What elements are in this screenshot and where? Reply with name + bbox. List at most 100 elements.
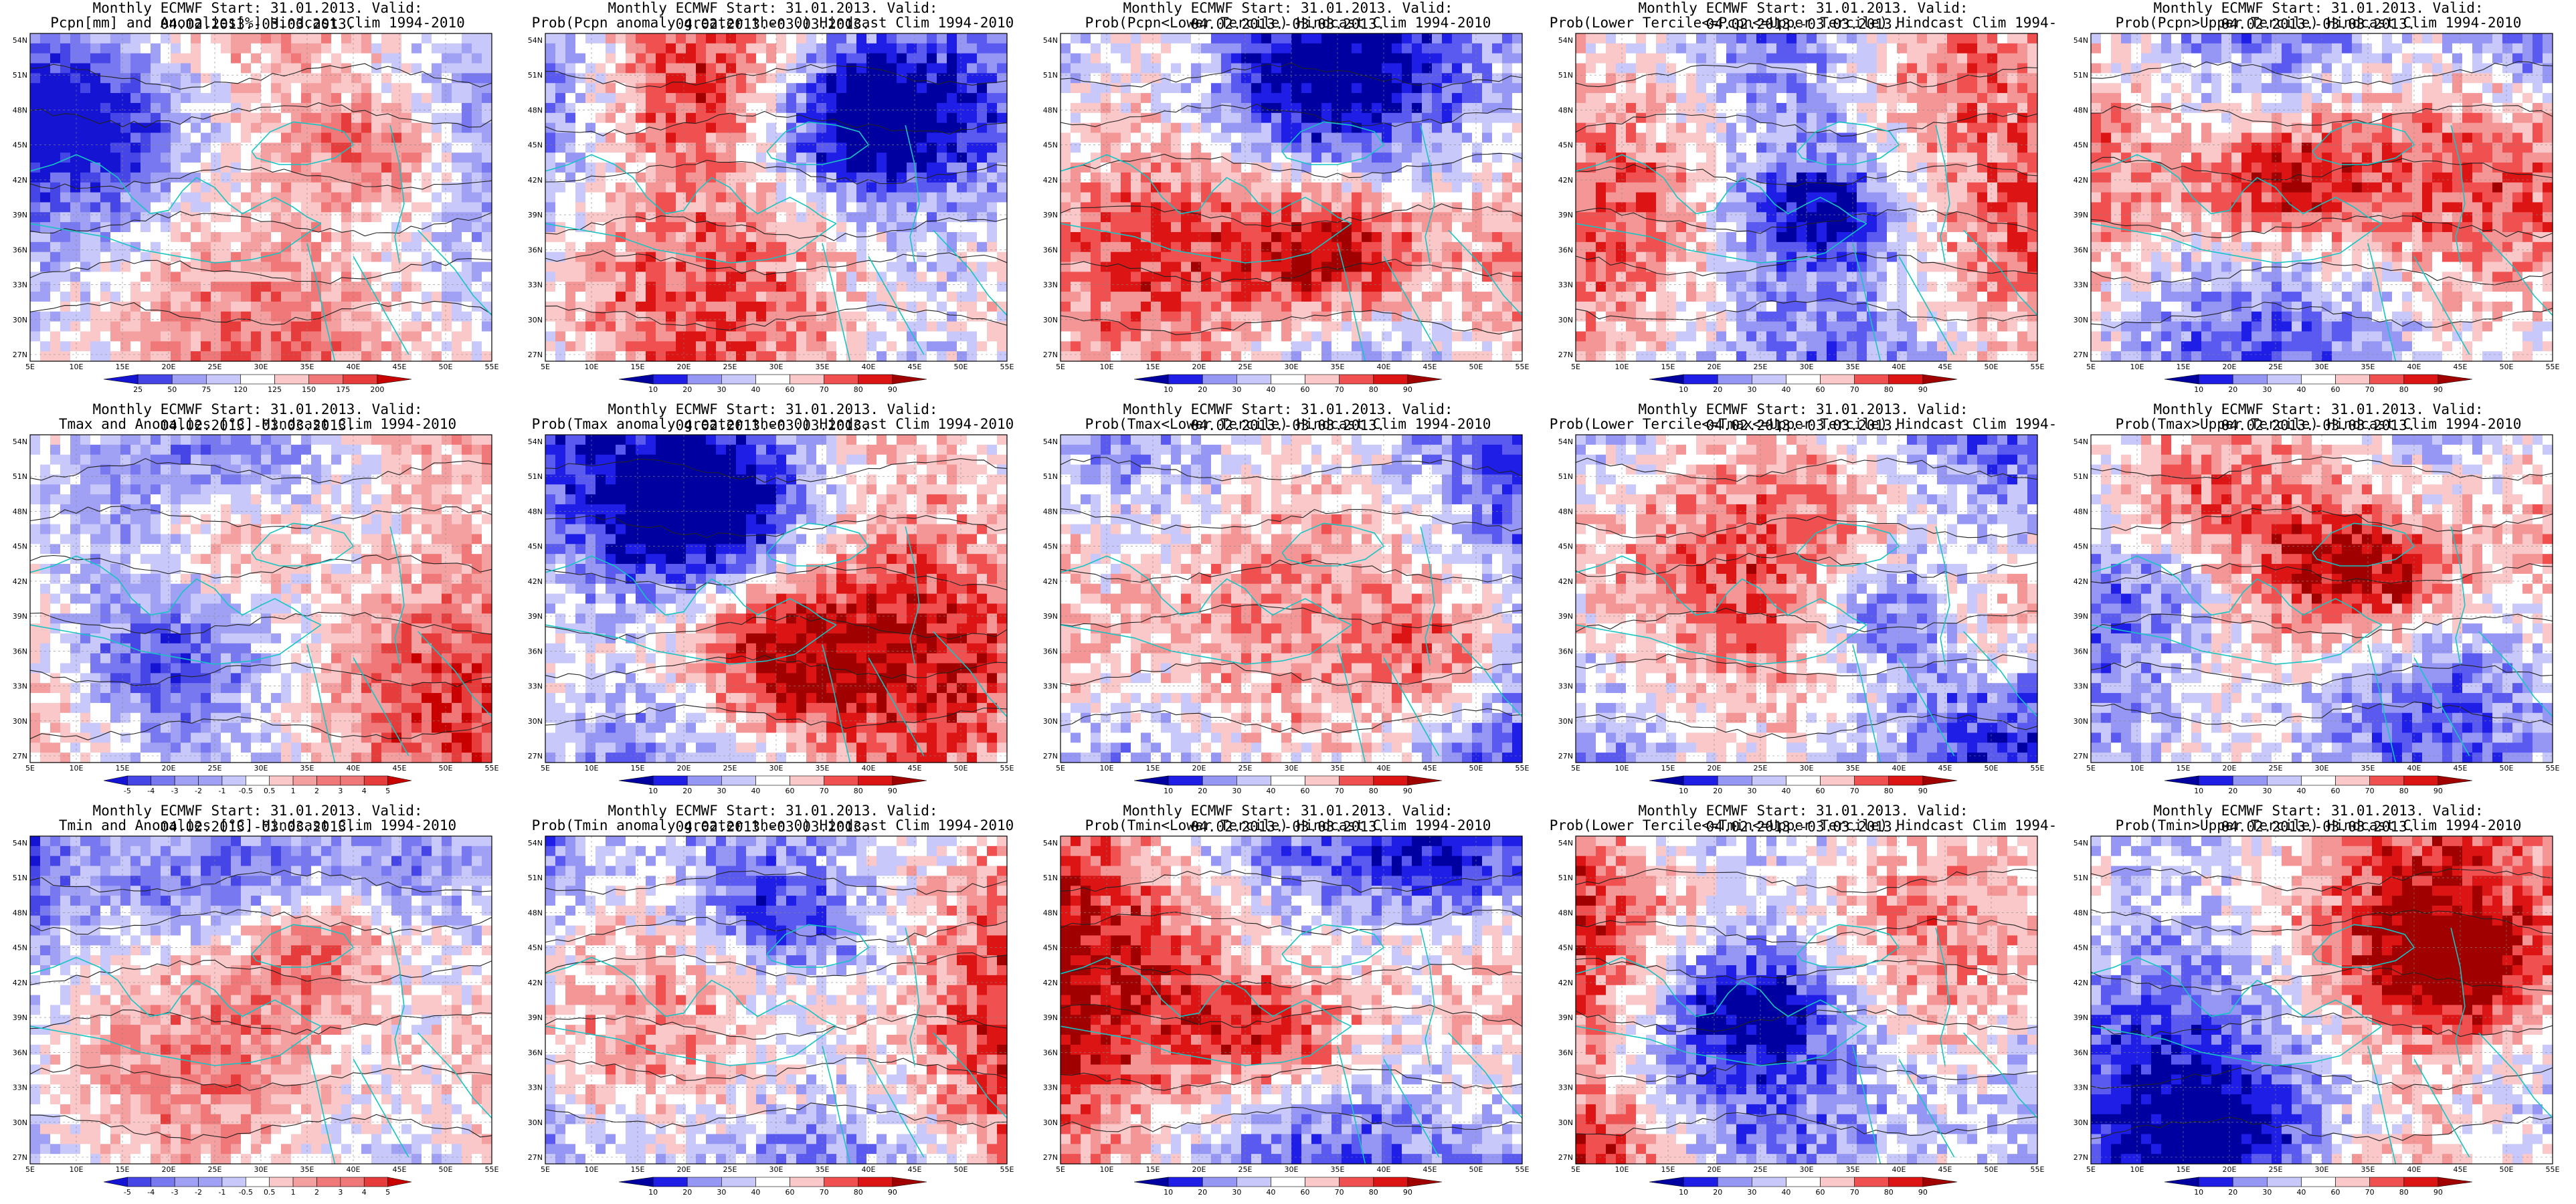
field-cell [311,182,322,193]
field-cell [1716,43,1727,54]
field-cell [696,153,707,163]
field-cell [1251,132,1262,143]
field-cell [816,83,827,94]
field-cell [927,153,937,163]
field-cell [1151,222,1162,233]
field-cell [1512,292,1523,302]
field-cell [1271,182,1282,193]
field-cell [1241,142,1252,153]
lon-tick-label: 35E [816,363,830,371]
field-cell [1291,93,1302,104]
field-cell [1131,112,1141,124]
field-cell [1997,33,2008,44]
field-cell [361,132,372,143]
colorbar-tick-label: 80 [854,385,863,394]
field-cell [90,182,101,193]
field-cell [606,153,616,163]
field-cell [595,252,606,263]
field-cell [50,73,61,84]
field-cell [1091,272,1101,282]
field-cell [1472,212,1483,223]
field-cell [977,172,988,183]
field-cell [472,212,482,223]
field-cell [391,331,402,342]
field-cell [70,172,81,183]
field-cell [656,163,666,173]
field-cell [1201,241,1212,253]
field-cell [1726,63,1737,74]
field-cell [756,231,767,243]
field-cell [1442,292,1453,302]
field-cell [301,63,312,74]
field-cell [1432,262,1443,272]
field-cell [1191,153,1202,163]
field-cell [1726,73,1737,84]
field-cell [1191,53,1202,64]
field-cell [856,192,867,203]
field-cell [321,63,332,74]
field-cell [1502,311,1513,322]
field-cell [616,222,626,233]
field-cell [947,222,957,233]
field-cell [1141,33,1152,44]
field-cell [776,311,787,322]
field-cell [1462,351,1473,362]
field-cell [1352,43,1362,54]
field-cell [432,122,442,134]
lon-tick-label: 30E [769,363,784,371]
field-cell [686,321,697,332]
field-cell [1201,122,1212,134]
field-cell [877,73,887,84]
field-cell [907,331,917,342]
field-cell [666,321,676,332]
field-cell [411,122,422,134]
field-cell [452,163,462,173]
field-cell [1432,63,1443,74]
field-cell [736,262,747,272]
field-cell [30,142,41,153]
field-cell [1181,122,1192,134]
field-cell [746,63,757,74]
field-cell [696,163,707,173]
field-cell [221,262,232,272]
field-cell [1161,231,1172,243]
field-cell [786,292,797,302]
field-cell [1111,192,1121,203]
field-cell [221,53,232,64]
map-svg: 5E 10E 15E 20E 25E 30E 35E 40E 45E 50E 55E54N51N48… [1558,33,2045,394]
field-cell [462,341,472,352]
field-cell [151,321,161,332]
field-cell [877,33,887,44]
field-cell [1101,83,1111,94]
field-cell [1372,33,1382,44]
field-cell [351,311,362,322]
field-cell [482,192,492,203]
field-cell [411,93,422,104]
field-cell [606,292,616,302]
field-cell [1502,212,1513,223]
field-cell [1121,351,1131,362]
field-cell [585,241,596,253]
field-cell [826,282,837,292]
field-cell [856,93,867,104]
field-cell [211,182,221,193]
field-cell [776,222,787,233]
field-cell [191,351,201,362]
field-cell [1121,73,1131,84]
field-cell [656,202,666,213]
field-cell [40,222,51,233]
field-cell [201,53,211,64]
field-cell [1241,231,1252,243]
field-cell [1372,272,1382,282]
field-cell [856,33,867,44]
field-cell [1807,63,1817,74]
field-cell [161,43,171,54]
field-cell [1171,222,1182,233]
field-cell [151,132,161,143]
field-cell [181,73,191,84]
field-cell [1422,73,1433,84]
field-cell [171,212,181,223]
field-cell [100,212,111,223]
field-cell [422,172,432,183]
field-cell [1071,43,1081,54]
